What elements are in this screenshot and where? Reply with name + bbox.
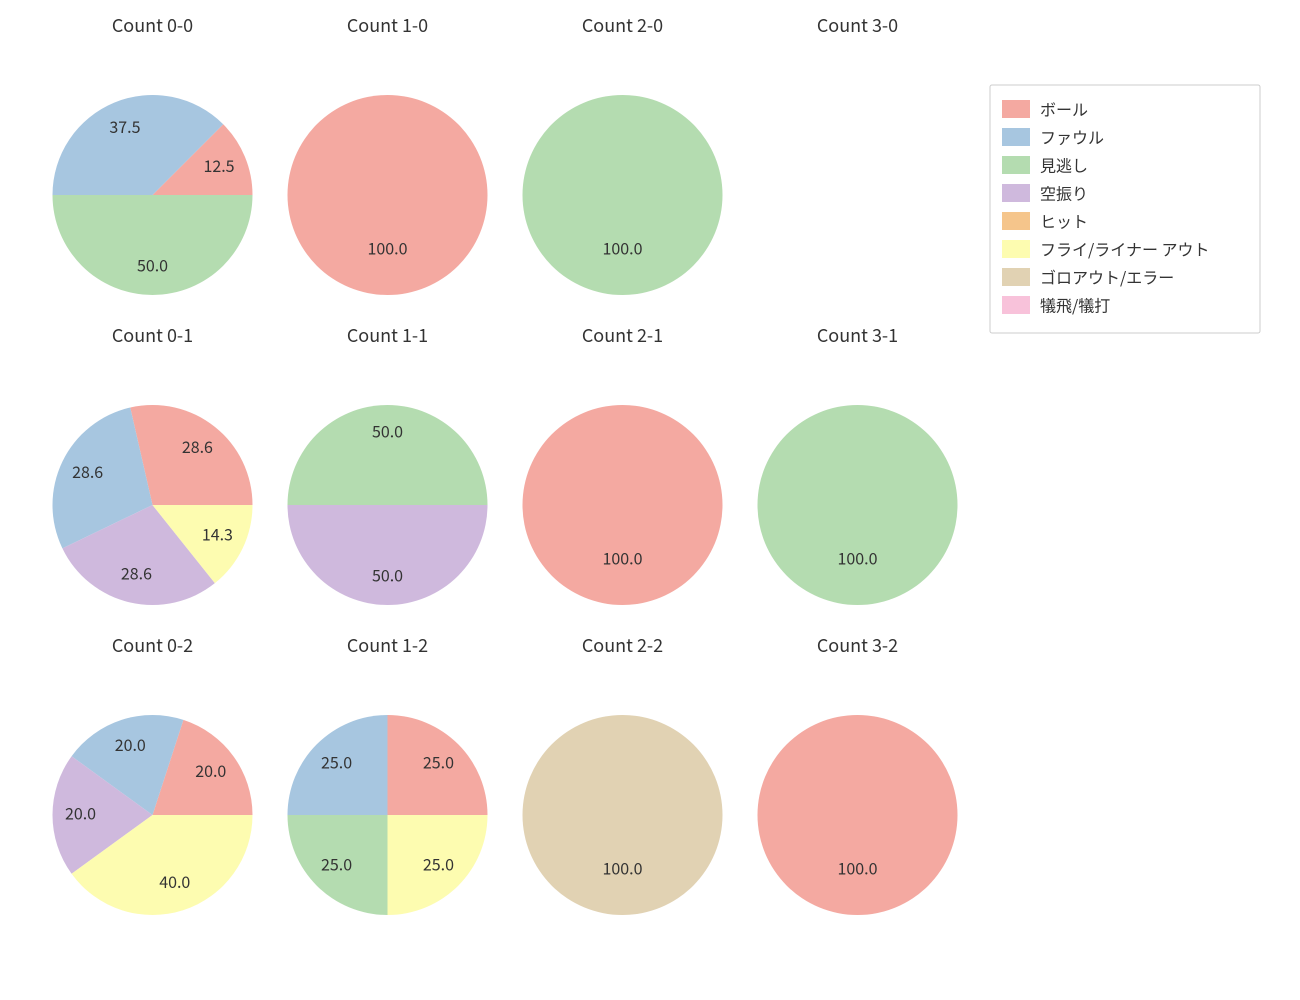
chart-title: Count 1-2 xyxy=(347,632,428,658)
legend: ボールファウル見逃し空振りヒットフライ/ライナー アウトゴロアウト/エラー犠飛/… xyxy=(990,85,1260,333)
pie-value-label: 20.0 xyxy=(195,758,226,782)
pie-slice xyxy=(523,405,723,605)
chart-title: Count 1-1 xyxy=(347,322,428,348)
pie-slice xyxy=(758,405,958,605)
legend-label: フライ/ライナー アウト xyxy=(1040,236,1210,260)
pie-value-label: 40.0 xyxy=(159,869,190,893)
pie-value-label: 100.0 xyxy=(838,855,878,879)
pie-value-label: 25.0 xyxy=(321,851,352,875)
pie-value-label: 25.0 xyxy=(321,749,352,773)
legend-label: ファウル xyxy=(1040,124,1104,148)
legend-swatch xyxy=(1002,296,1030,314)
legend-label: ボール xyxy=(1040,96,1088,120)
pie-value-label: 28.6 xyxy=(182,434,213,458)
legend-label: ヒット xyxy=(1040,208,1088,232)
pie-value-label: 50.0 xyxy=(372,562,403,586)
chart-title: Count 2-1 xyxy=(582,322,663,348)
pie-value-label: 25.0 xyxy=(423,851,454,875)
legend-swatch xyxy=(1002,268,1030,286)
pie-value-label: 100.0 xyxy=(368,235,408,259)
pie-value-label: 50.0 xyxy=(372,418,403,442)
chart-title: Count 3-0 xyxy=(817,12,898,38)
chart-title: Count 3-2 xyxy=(817,632,898,658)
pie-value-label: 28.6 xyxy=(121,561,152,585)
legend-label: 見逃し xyxy=(1040,152,1088,176)
legend-label: 空振り xyxy=(1040,180,1088,204)
pie-value-label: 100.0 xyxy=(838,545,878,569)
pie-value-label: 20.0 xyxy=(115,732,146,756)
legend-swatch xyxy=(1002,128,1030,146)
pie-value-label: 100.0 xyxy=(603,545,643,569)
chart-title: Count 2-0 xyxy=(582,12,663,38)
chart-title: Count 3-1 xyxy=(817,322,898,348)
legend-label: 犠飛/犠打 xyxy=(1040,292,1110,316)
legend-label: ゴロアウト/エラー xyxy=(1040,264,1174,288)
pie-value-label: 100.0 xyxy=(603,855,643,879)
chart-title: Count 2-2 xyxy=(582,632,663,658)
pie-value-label: 100.0 xyxy=(603,235,643,259)
pie-value-label: 37.5 xyxy=(109,114,140,138)
pie-value-label: 50.0 xyxy=(137,252,168,276)
legend-swatch xyxy=(1002,212,1030,230)
pie-slice xyxy=(523,95,723,295)
pie-slice xyxy=(288,95,488,295)
chart-title: Count 0-0 xyxy=(112,12,193,38)
chart-stage: Count 0-0 12.5 37.5 50.0 Count 1-0 100.0 Count… xyxy=(0,0,1300,1000)
pie-value-label: 28.6 xyxy=(72,459,103,483)
chart-title: Count 0-1 xyxy=(112,322,193,348)
chart-title: Count 1-0 xyxy=(347,12,428,38)
pie-value-label: 25.0 xyxy=(423,749,454,773)
legend-swatch xyxy=(1002,100,1030,118)
pie-value-label: 12.5 xyxy=(203,153,234,177)
legend-swatch xyxy=(1002,184,1030,202)
pie-slice xyxy=(758,715,958,915)
legend-swatch xyxy=(1002,156,1030,174)
pie-value-label: 20.0 xyxy=(65,800,96,824)
pie-slice xyxy=(523,715,723,915)
pie-value-label: 14.3 xyxy=(202,522,233,546)
legend-swatch xyxy=(1002,240,1030,258)
chart-title: Count 0-2 xyxy=(112,632,193,658)
